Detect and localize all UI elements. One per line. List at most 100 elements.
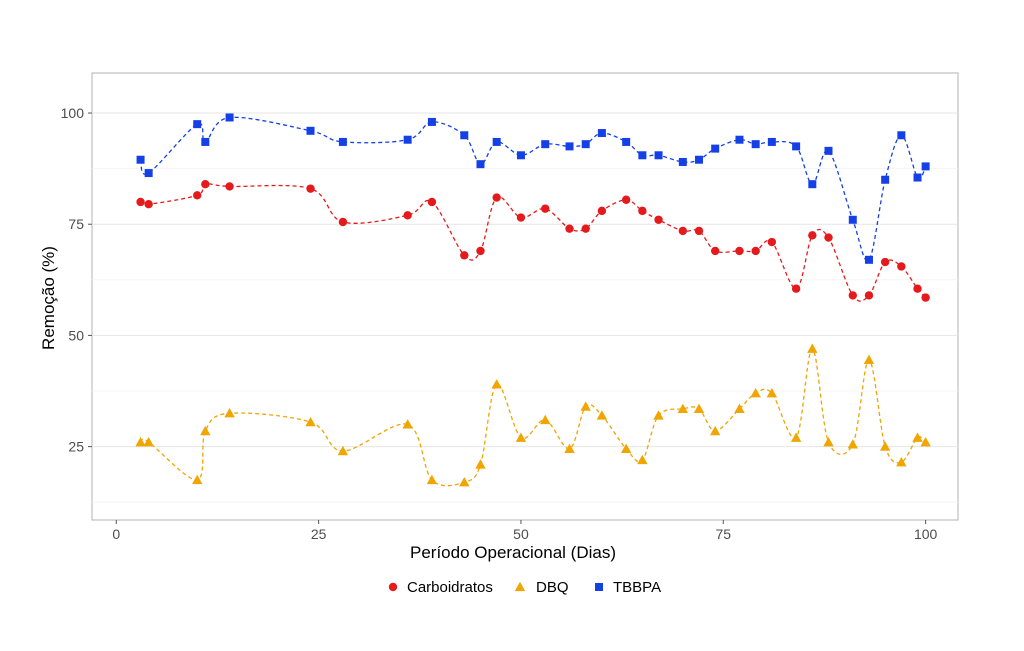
data-point-dbq [596,410,608,420]
series-line-tbbpa [139,116,927,262]
data-point-tbbpa [516,151,525,160]
data-point-tbbpa [767,137,776,146]
data-point-tbbpa [225,113,234,122]
legend-key-dbq [514,581,526,592]
data-point-carboidratos [848,291,857,300]
data-point-dbq [475,459,486,469]
data-point-tbbpa [565,142,574,151]
data-point-tbbpa [492,137,501,146]
data-point-tbbpa [403,135,412,144]
data-point-dbq [920,436,931,447]
data-point-carboidratos [678,226,688,236]
data-point-dbq [863,354,875,365]
data-point-tbbpa [476,160,485,169]
data-point-carboidratos [144,200,153,209]
data-point-tbbpa [711,144,720,153]
data-point-carboidratos [306,184,315,193]
data-point-tbbpa [541,140,550,149]
series-lines [139,116,927,487]
x-tick-label: 75 [716,526,732,542]
data-point-carboidratos [225,182,234,191]
data-point-dbq [677,403,689,413]
data-point-carboidratos [201,179,210,189]
data-point-dbq [580,401,591,411]
data-point-carboidratos [460,251,469,260]
data-point-dbq [515,432,527,442]
data-point-dbq [192,474,203,485]
data-point-tbbpa [864,255,873,264]
data-point-tbbpa [622,137,631,146]
data-point-dbq [693,403,705,413]
data-point-tbbpa [792,142,801,151]
data-point-tbbpa [427,117,436,126]
data-point-dbq [790,432,802,442]
legend-key-tbbpa [595,583,603,591]
data-point-tbbpa [921,162,930,171]
legend-label-dbq: DBQ [536,579,569,596]
series-points [135,113,931,487]
data-point-carboidratos [581,224,590,233]
data-point-tbbpa [678,157,687,166]
data-point-dbq [847,439,858,449]
data-point-dbq [224,408,235,418]
data-point-carboidratos [864,291,874,300]
data-point-carboidratos [824,233,833,242]
data-point-dbq [143,436,154,447]
data-point-dbq [709,425,721,436]
data-point-tbbpa [638,151,647,160]
legend-label-carboidratos: Carboidratos [407,579,493,596]
data-point-carboidratos [735,246,744,256]
data-point-dbq [734,403,745,413]
data-point-dbq [337,445,349,456]
data-point-carboidratos [516,213,526,222]
data-point-carboidratos [808,231,817,240]
data-point-carboidratos [427,197,437,207]
data-point-tbbpa [808,180,817,189]
data-point-tbbpa [201,137,210,146]
data-point-dbq [766,388,778,398]
data-point-carboidratos [710,246,720,256]
data-point-carboidratos [751,246,760,256]
data-point-dbq [637,454,648,465]
data-point-dbq [750,388,761,398]
data-point-tbbpa [695,155,704,164]
data-point-carboidratos [136,197,145,207]
data-point-dbq [653,410,664,420]
data-point-tbbpa [881,175,890,184]
data-point-carboidratos [193,191,202,200]
data-point-tbbpa [193,120,202,129]
data-point-dbq [807,343,818,353]
legend: Carboidratos DBQ TBBPA [388,579,661,596]
data-point-tbbpa [824,146,833,155]
data-point-tbbpa [136,155,145,164]
data-point-tbbpa [460,131,469,140]
data-point-carboidratos [476,246,485,256]
data-point-tbbpa [306,126,315,135]
series-line-carboidratos [140,183,927,302]
data-point-tbbpa [597,129,606,138]
data-point-tbbpa [338,137,347,146]
data-point-carboidratos [597,206,607,216]
data-point-tbbpa [581,140,590,149]
data-point-carboidratos [654,215,663,224]
data-point-carboidratos [767,237,777,247]
x-axis-title: Período Operacional (Dias) [410,543,616,562]
data-point-carboidratos [492,193,501,202]
data-point-tbbpa [735,135,744,144]
y-tick-label: 75 [68,216,84,232]
data-point-carboidratos [338,217,348,227]
data-point-carboidratos [791,284,801,293]
y-tick-label: 25 [68,439,84,455]
data-point-tbbpa [144,169,153,178]
y-axis-title: Remoção (%) [39,246,58,350]
data-point-dbq [402,419,413,429]
data-point-dbq [896,456,907,467]
data-point-carboidratos [880,257,890,267]
data-point-carboidratos [403,211,412,220]
x-tick-label: 100 [914,526,938,542]
data-point-dbq [564,443,575,453]
data-point-tbbpa [848,215,857,224]
x-tick-label: 25 [311,526,327,542]
data-point-dbq [305,416,316,427]
